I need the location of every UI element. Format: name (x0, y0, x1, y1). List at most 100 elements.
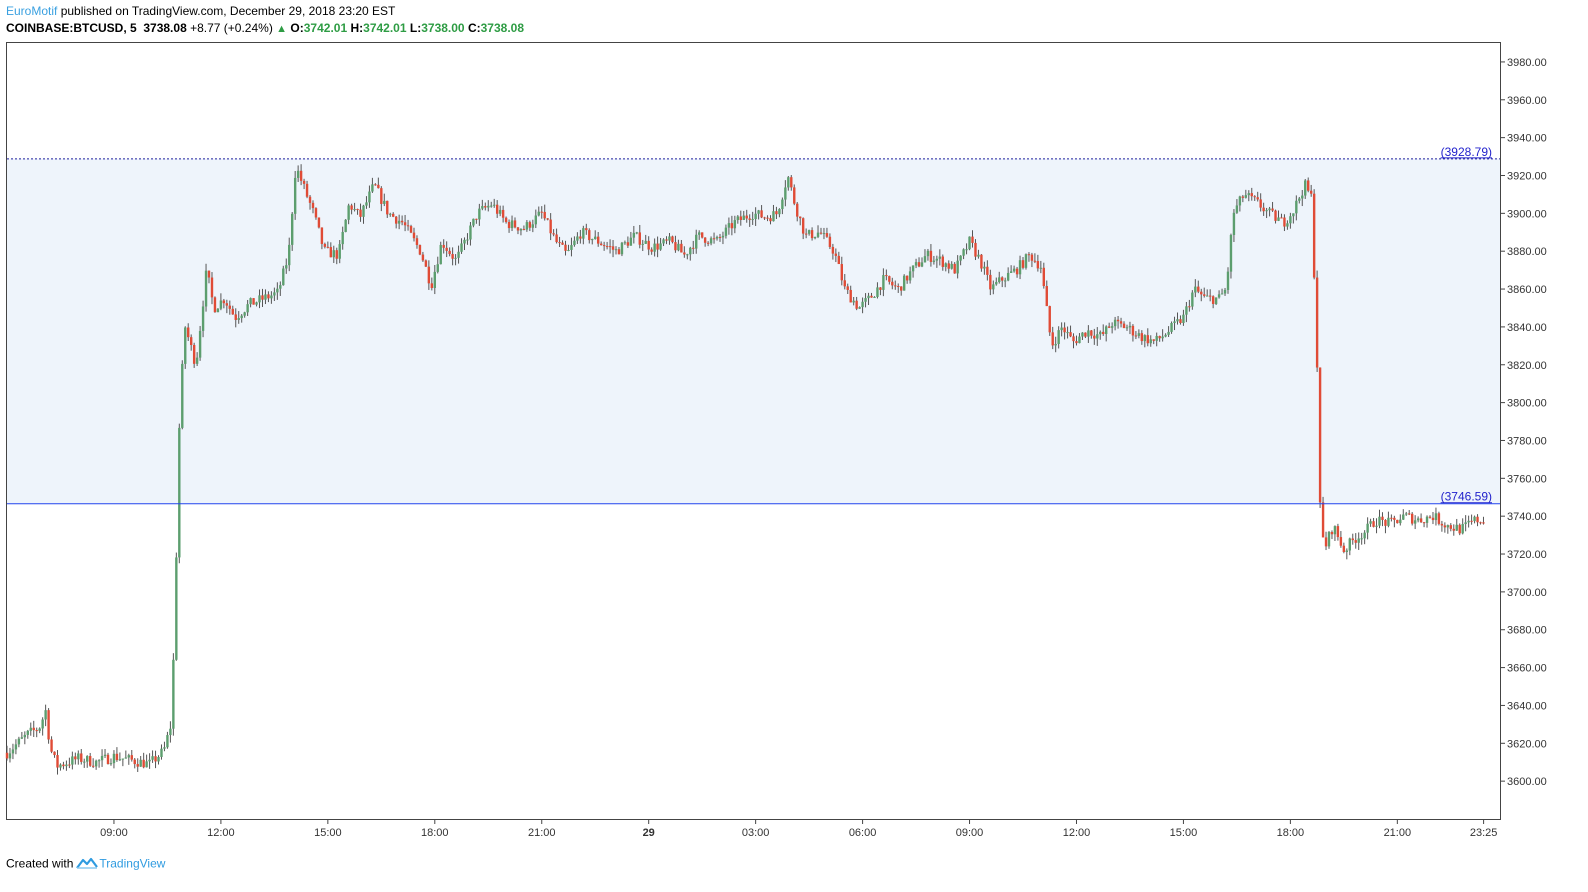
candle (810, 227, 814, 241)
candle-body (1048, 306, 1051, 333)
candle (1128, 321, 1132, 335)
candle (1301, 190, 1304, 207)
candle (911, 265, 915, 278)
candle (1348, 537, 1351, 556)
candle (1057, 326, 1060, 349)
candle (487, 200, 490, 212)
candle-body (157, 756, 160, 762)
candle (77, 750, 80, 765)
candle (1122, 321, 1126, 329)
candle-body (1217, 294, 1221, 298)
candle (1018, 255, 1022, 280)
x-tick-label: 03:00 (742, 827, 770, 839)
candle (1214, 297, 1218, 305)
candle-body (71, 756, 74, 765)
candle-body (635, 232, 639, 234)
candle (1366, 517, 1369, 540)
candle (1339, 531, 1343, 548)
candle (608, 239, 612, 254)
candle (1176, 312, 1179, 325)
candle-body (516, 227, 520, 231)
candle (864, 293, 867, 308)
candle (1431, 512, 1435, 525)
candle-body (745, 215, 748, 219)
candle (588, 228, 591, 244)
candle-body (1479, 522, 1482, 524)
candle-body (953, 263, 956, 274)
candle-body (816, 232, 820, 237)
candle (712, 232, 716, 244)
candle (1087, 325, 1090, 343)
candle (570, 237, 573, 257)
candle (1220, 288, 1224, 295)
candle-body (775, 211, 778, 215)
candle-body (579, 236, 582, 239)
candle-body (1419, 518, 1423, 523)
candle (71, 751, 74, 770)
x-tick-label: 09:00 (956, 827, 984, 839)
candle (261, 288, 264, 307)
candle-body (647, 240, 650, 250)
candle-body (1422, 522, 1426, 524)
candle (807, 229, 811, 236)
candle-body (730, 223, 734, 229)
candle (1473, 515, 1476, 524)
candle-body (442, 244, 445, 248)
candle-body (127, 755, 131, 758)
author-link[interactable]: EuroMotif (6, 4, 58, 18)
candle (1203, 287, 1206, 298)
candle-body (888, 276, 891, 282)
candle (1090, 329, 1093, 339)
candle-body (864, 298, 867, 302)
candle (249, 297, 252, 308)
candle (1078, 333, 1081, 344)
candle (638, 224, 641, 249)
candle (1357, 532, 1360, 550)
candle-body (374, 184, 377, 186)
candle (139, 756, 142, 767)
candle (484, 202, 487, 211)
candle (745, 209, 748, 223)
y-tick-label: 3620.00 (1507, 738, 1547, 750)
candle-body (1461, 524, 1464, 534)
candle (1405, 511, 1408, 516)
candle (543, 204, 546, 221)
candle-body (285, 265, 288, 269)
candle-body (965, 249, 968, 251)
candle-body (724, 227, 728, 236)
candle (1286, 220, 1289, 230)
candle (1265, 207, 1268, 219)
candle-body (448, 250, 451, 255)
candle (323, 242, 327, 249)
tradingview-brand[interactable]: TradingView (99, 856, 166, 871)
candle-body (546, 218, 549, 220)
publish-info: EuroMotif published on TradingView.com, … (6, 4, 395, 18)
candle-body (1393, 517, 1396, 520)
candle (20, 731, 24, 740)
y-tick-label: 3980.00 (1507, 57, 1547, 69)
candle-body (389, 213, 392, 215)
candle-body (1413, 520, 1417, 524)
candle (210, 272, 214, 305)
candle-body (799, 216, 802, 219)
candle (1096, 327, 1099, 346)
candle (246, 299, 249, 316)
candle-body (270, 295, 273, 299)
candle (1274, 209, 1277, 224)
candle-body (216, 308, 220, 313)
x-tick-label: 15:00 (314, 827, 342, 839)
candle (632, 225, 636, 244)
candle-body (828, 236, 832, 247)
candle-body (1283, 217, 1286, 227)
candle (793, 184, 796, 206)
candle (204, 263, 208, 312)
candle-body (187, 327, 190, 338)
candle-body (1390, 517, 1393, 519)
candle-body (305, 183, 309, 197)
y-tick-label: 3640.00 (1507, 700, 1547, 712)
candle-body (1449, 525, 1453, 529)
candle-body (1042, 267, 1046, 287)
candle (683, 246, 686, 258)
candle-body (282, 268, 285, 286)
